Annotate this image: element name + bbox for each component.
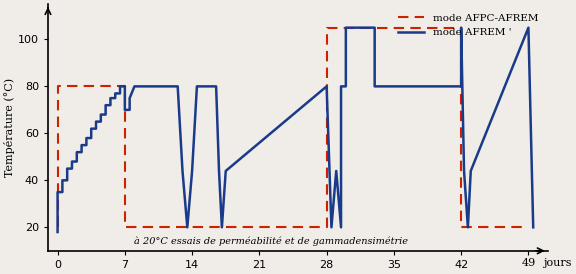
Text: 49: 49 [521, 258, 536, 268]
Text: jours: jours [543, 258, 571, 268]
Y-axis label: Température (°C): Température (°C) [4, 78, 15, 177]
Text: à 20°C essais de perméabilité et de gammadensimétrie: à 20°C essais de perméabilité et de gamm… [134, 236, 408, 246]
Legend: mode AFPC-AFREM, mode AFREM ': mode AFPC-AFREM, mode AFREM ' [394, 9, 543, 41]
